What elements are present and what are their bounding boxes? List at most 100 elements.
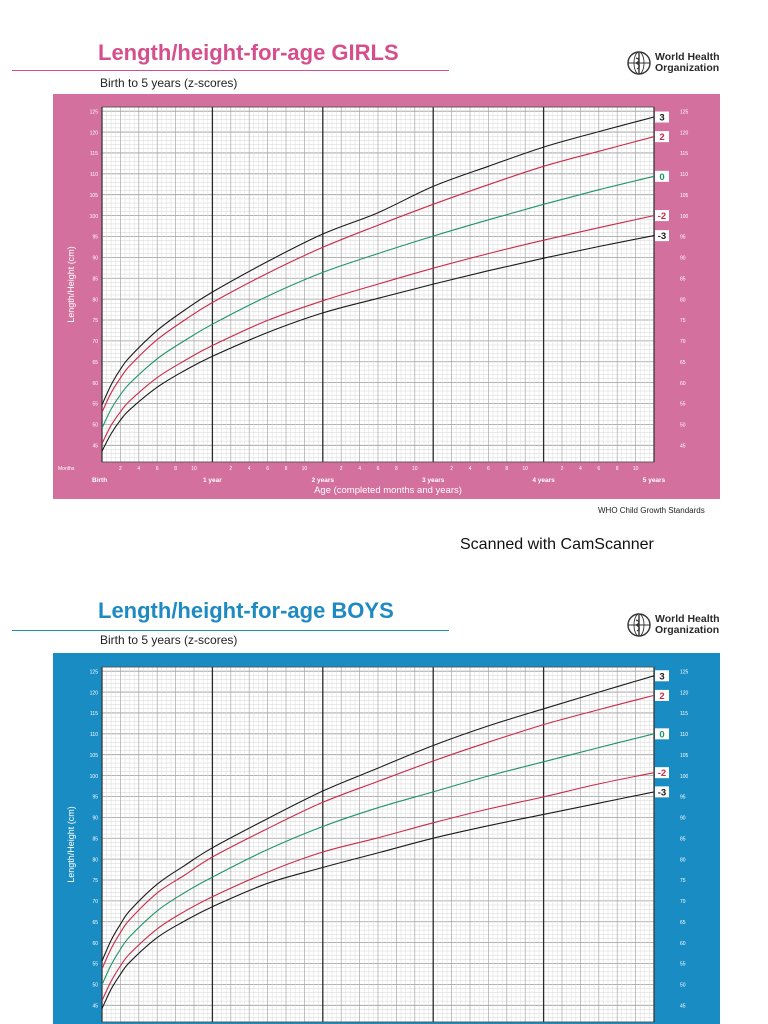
y-tick-label-left: 65 <box>92 360 98 366</box>
x-month-tick-label: 10 <box>633 466 639 472</box>
curve-zscore-2 <box>101 694 655 970</box>
y-tick-label-right: 120 <box>680 690 689 696</box>
curve-label-bg <box>655 230 669 242</box>
y-tick-label-right: 125 <box>680 669 689 675</box>
curve-label-2: 2 <box>659 691 664 702</box>
girls-chart-title: Length/height-for-age GIRLS <box>98 40 399 65</box>
curve-zscore-neg3 <box>101 235 655 452</box>
y-tick-label-right: 75 <box>680 878 686 884</box>
y-tick-label-right: 70 <box>680 339 686 345</box>
x-month-tick-label: 6 <box>377 466 380 472</box>
y-tick-label-left: 70 <box>92 339 98 345</box>
y-tick-label-left: 85 <box>92 836 98 842</box>
y-tick-label-right: 70 <box>680 899 686 905</box>
y-tick-label-left: 60 <box>92 941 98 947</box>
y-tick-label-right: 105 <box>680 753 689 759</box>
curve-label-neg2: -2 <box>658 768 666 779</box>
y-tick-label-left: 110 <box>90 732 98 738</box>
y-tick-label-right: 115 <box>680 151 688 157</box>
y-tick-label-left: 90 <box>92 256 98 262</box>
y-tick-label-left: 80 <box>92 857 98 863</box>
y-tick-label-left: 90 <box>92 816 98 822</box>
y-tick-label-left: 120 <box>90 130 99 136</box>
y-tick-label-left: 55 <box>92 962 98 968</box>
x-unit-label: Months <box>58 466 75 472</box>
y-tick-label-left: 70 <box>92 899 98 905</box>
y-tick-label-left: 95 <box>92 795 98 801</box>
who-emblem-icon <box>627 51 651 75</box>
x-year-label: Birth <box>92 477 107 484</box>
y-tick-label-left: 55 <box>92 402 98 408</box>
y-tick-label-right: 55 <box>680 962 686 968</box>
curve-zscore-neg2 <box>101 215 655 444</box>
who-name-line1: World Health <box>655 613 720 625</box>
curve-zscore-0 <box>101 733 655 986</box>
x-year-label: 4 years <box>532 477 555 484</box>
y-tick-label-right: 90 <box>680 816 686 822</box>
x-month-tick-label: 2 <box>119 466 122 472</box>
y-tick-label-right: 110 <box>680 172 688 178</box>
grid <box>101 666 655 1023</box>
who-name-boys: World Health Organization <box>655 614 720 636</box>
y-tick-label-right: 110 <box>680 732 688 738</box>
x-month-tick-label: 4 <box>469 466 472 472</box>
girls-chart-section: Length/height-for-age GIRLS Birth to 5 y… <box>12 40 720 553</box>
x-month-tick-label: 8 <box>285 466 288 472</box>
y-tick-label-right: 95 <box>680 235 686 241</box>
y-tick-label-left: 45 <box>92 1003 98 1009</box>
y-tick-label-left: 50 <box>92 423 98 429</box>
boys-title-rule <box>12 630 449 631</box>
y-tick-label-left: 75 <box>92 878 98 884</box>
y-tick-label-right: 100 <box>680 214 689 220</box>
who-logo-boys: World Health Organization <box>626 612 720 638</box>
x-month-tick-label: 10 <box>302 466 308 472</box>
curve-zscore-2 <box>101 136 655 413</box>
y-tick-label-right: 60 <box>680 381 686 387</box>
curve-label-0: 0 <box>659 172 664 183</box>
scan-note: Scanned with CamScanner <box>460 536 654 553</box>
y-tick-label-left: 125 <box>90 669 99 675</box>
y-tick-label-right: 85 <box>680 276 686 282</box>
x-month-tick-label: 6 <box>487 466 490 472</box>
y-tick-label-left: 105 <box>90 753 99 759</box>
curve-zscore-3 <box>101 116 655 406</box>
y-tick-label-left: 85 <box>92 276 98 282</box>
curve-label-bg <box>655 131 669 143</box>
curve-label-0: 0 <box>659 729 664 740</box>
x-axis-label: Age (completed months and years) <box>314 485 462 496</box>
curve-label-bg <box>655 670 669 682</box>
y-tick-label-right: 45 <box>680 443 686 449</box>
x-year-label: 2 years <box>312 477 335 484</box>
y-tick-label-left: 120 <box>90 690 99 696</box>
x-month-tick-label: 2 <box>561 466 564 472</box>
curve-label-bg <box>655 767 669 779</box>
x-month-tick-label: 4 <box>358 466 361 472</box>
y-tick-label-right: 105 <box>680 193 689 199</box>
y-tick-label-right: 55 <box>680 402 686 408</box>
x-month-tick-label: 10 <box>191 466 197 472</box>
curve-label-bg <box>655 786 669 798</box>
x-month-tick-label: 2 <box>229 466 232 472</box>
who-name-line2: Organization <box>655 62 720 74</box>
boys-chart-subtitle: Birth to 5 years (z-scores) <box>100 633 238 647</box>
who-name-line2: Organization <box>655 624 720 636</box>
y-tick-label-right: 65 <box>680 920 686 926</box>
y-tick-label-left: 125 <box>90 109 99 115</box>
y-tick-label-left: 105 <box>90 193 99 199</box>
girls-title-rule <box>12 70 449 71</box>
y-tick-label-left: 95 <box>92 235 98 241</box>
y-tick-label-right: 115 <box>680 711 688 717</box>
y-tick-label-right: 80 <box>680 857 686 863</box>
y-tick-label-left: 110 <box>90 172 98 178</box>
y-tick-label-right: 45 <box>680 1003 686 1009</box>
y-tick-label-right: 75 <box>680 318 686 324</box>
curve-label-neg3: -3 <box>658 787 666 798</box>
y-tick-label-left: 45 <box>92 443 98 449</box>
x-year-label: 5 years <box>643 477 666 484</box>
x-month-tick-label: 4 <box>579 466 582 472</box>
curve-label-bg <box>655 210 669 222</box>
x-month-tick-label: 2 <box>340 466 343 472</box>
x-year-label: 3 years <box>422 477 445 484</box>
x-month-tick-label: 4 <box>137 466 140 472</box>
